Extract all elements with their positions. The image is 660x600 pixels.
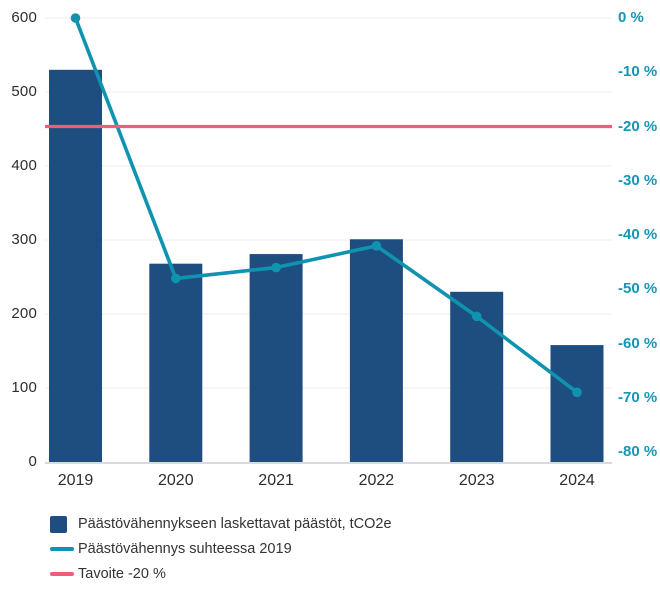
bar-2019 bbox=[49, 69, 102, 464]
legend: Päästövähennykseen laskettavat päästöt, … bbox=[50, 513, 392, 588]
legend-label-emissions: Päästövähennykseen laskettavat päästöt, … bbox=[78, 516, 392, 532]
line-marker-2021 bbox=[271, 262, 281, 273]
legend-label-target: Tavoite -20 % bbox=[78, 566, 166, 582]
y-left-tick-label: 0 bbox=[28, 453, 37, 470]
y-right-tick-label: -80 % bbox=[618, 443, 658, 460]
x-axis-label-2019: 2019 bbox=[57, 472, 94, 489]
y-right-tick-label: -60 % bbox=[618, 334, 658, 352]
y-left-tick-label: 100 bbox=[11, 379, 37, 396]
y-left-tick-label: 300 bbox=[11, 231, 37, 248]
line-marker-2022 bbox=[371, 241, 382, 251]
legend-bar-swatch-icon bbox=[50, 515, 67, 533]
x-axis-label-2024: 2024 bbox=[559, 472, 595, 489]
legend-target-swatch-icon bbox=[50, 572, 74, 576]
bar-2022 bbox=[349, 239, 403, 463]
bar-2021 bbox=[249, 254, 303, 463]
legend-label-reduction: Päästövähennys suhteessa 2019 bbox=[78, 541, 292, 557]
reduction-line bbox=[73, 16, 579, 395]
y-left-tick-label: 500 bbox=[11, 83, 37, 100]
y-left-tick-label: 400 bbox=[11, 157, 37, 174]
y-left-tick-label: 600 bbox=[11, 9, 37, 26]
y-left-tick-label: 200 bbox=[11, 305, 37, 322]
y-right-tick-label: -40 % bbox=[618, 226, 658, 243]
x-axis-label-2022: 2022 bbox=[358, 472, 395, 489]
bar-2020 bbox=[149, 263, 203, 463]
y-right-tick-label: -10 % bbox=[618, 63, 658, 81]
x-axis-label-2023: 2023 bbox=[458, 472, 495, 489]
y-right-tick-label: 0 % bbox=[618, 9, 644, 26]
legend-item-emissions: Päästövähennykseen laskettavat päästöt, … bbox=[50, 513, 392, 535]
line-marker-2023 bbox=[471, 311, 482, 322]
line-marker-2024 bbox=[572, 387, 582, 398]
bar-2024 bbox=[550, 345, 604, 463]
legend-item-reduction-line: Päästövähennys suhteessa 2019 bbox=[50, 538, 392, 560]
line-marker-2020 bbox=[171, 273, 181, 284]
y-right-tick-label: -70 % bbox=[618, 388, 658, 406]
line-marker-2019 bbox=[70, 13, 81, 23]
legend-item-target-line: Tavoite -20 % bbox=[50, 563, 392, 585]
x-axis-label-2021: 2021 bbox=[258, 472, 294, 489]
y-right-tick-label: -50 % bbox=[618, 280, 658, 298]
y-right-tick-label: -30 % bbox=[618, 171, 658, 189]
x-axis-label-2020: 2020 bbox=[158, 472, 194, 489]
y-right-tick-label: -20 % bbox=[618, 117, 658, 135]
legend-line-swatch-icon bbox=[50, 547, 74, 551]
